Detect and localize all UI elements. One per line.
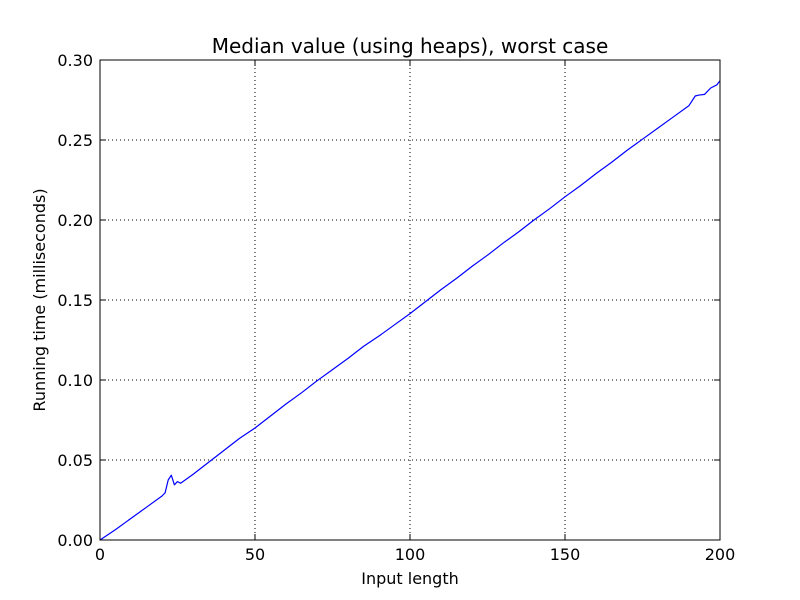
y-tick-label: 0.15 xyxy=(57,291,93,310)
y-tick-label: 0.00 xyxy=(57,531,93,550)
x-tick-label: 50 xyxy=(245,545,265,564)
grid xyxy=(100,60,720,540)
series-layer xyxy=(99,80,721,541)
chart-title: Median value (using heaps), worst case xyxy=(212,34,609,58)
x-axis-label: Input length xyxy=(361,569,459,588)
y-tick-label: 0.10 xyxy=(57,371,93,390)
y-tick-label: 0.05 xyxy=(57,451,93,470)
y-axis-label: Running time (milliseconds) xyxy=(30,188,49,411)
y-tick-label: 0.25 xyxy=(57,131,93,150)
x-tick-label: 150 xyxy=(550,545,581,564)
x-tick-label: 0 xyxy=(95,545,105,564)
x-tick-label: 200 xyxy=(705,545,736,564)
y-tick-label: 0.20 xyxy=(57,211,93,230)
y-tick-label: 0.30 xyxy=(57,51,93,70)
series-line-0 xyxy=(99,80,721,541)
x-tick-label: 100 xyxy=(395,545,426,564)
ticks: 0 50 100 150 200 0.00 0.05 0.10 0.15 0.20 0.25 0.30 xyxy=(57,51,735,564)
